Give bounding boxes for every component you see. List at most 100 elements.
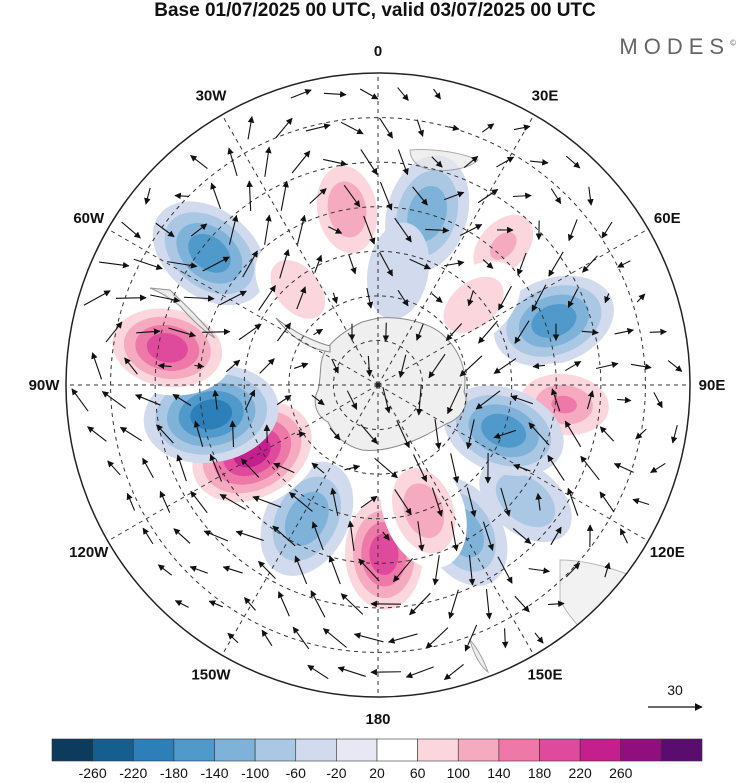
wind-arrow xyxy=(534,632,544,644)
wind-arrow xyxy=(599,426,615,442)
wind-arrow xyxy=(156,424,174,444)
wind-arrow xyxy=(83,290,111,306)
wind-arrow xyxy=(311,394,325,406)
wind-arrow xyxy=(87,426,107,442)
wind-arrow xyxy=(330,487,339,516)
wind-arrow xyxy=(307,664,329,680)
wind-arrow xyxy=(124,357,138,375)
wind-arrow xyxy=(501,628,509,649)
wind-arrow xyxy=(305,123,331,132)
wind-arrow xyxy=(528,567,550,574)
anomaly-positive-14 xyxy=(426,261,521,349)
wind-arrow xyxy=(617,260,631,268)
wind-arrow xyxy=(174,192,190,200)
longitude-label: 120E xyxy=(650,544,685,561)
wind-arrow xyxy=(322,628,347,648)
wind-arrow xyxy=(387,633,418,644)
wind-arrow xyxy=(119,426,142,442)
colorbar-swatch xyxy=(295,738,337,762)
wind-arrow xyxy=(225,359,241,373)
wind-arrow xyxy=(277,591,290,617)
wind-arrow xyxy=(447,386,461,415)
wind-arrow xyxy=(275,117,293,139)
colorbar-swatch xyxy=(457,738,500,762)
colorbar-swatch xyxy=(539,738,581,762)
wind-arrow xyxy=(415,323,424,341)
wind-arrow xyxy=(142,527,154,545)
wind-arrow xyxy=(296,430,306,438)
wind-arrow xyxy=(144,187,151,205)
wind-arrow xyxy=(194,362,205,370)
wind-arrow xyxy=(465,419,475,450)
wind-arrow xyxy=(294,555,308,585)
wind-arrow xyxy=(360,149,378,176)
wind-arrow xyxy=(513,124,531,131)
wind-arrow xyxy=(314,254,323,273)
colorbar-swatch xyxy=(51,738,93,762)
wind-arrow xyxy=(396,420,410,449)
wind-arrow xyxy=(528,422,550,446)
wind-arrow xyxy=(650,462,666,474)
wind-arrow xyxy=(448,124,460,132)
wind-arrow xyxy=(344,464,361,471)
africa-landmass xyxy=(409,149,479,171)
wind-arrow xyxy=(105,321,123,343)
wind-arrow xyxy=(444,191,465,201)
colorbar-tick-label: 260 xyxy=(609,765,633,781)
wind-arrow xyxy=(431,156,443,168)
wind-arrow xyxy=(434,419,442,450)
wind-arrow xyxy=(264,146,272,177)
wind-arrow xyxy=(157,362,172,370)
wind-arrow xyxy=(614,328,635,335)
wind-arrow xyxy=(238,323,262,341)
wind-arrow xyxy=(101,391,126,409)
anomaly-contour xyxy=(158,341,177,355)
wind-arrow xyxy=(632,498,650,506)
colorbar-swatch xyxy=(336,738,378,762)
wind-arrow xyxy=(493,358,517,374)
wind-arrow xyxy=(498,285,512,311)
wind-arrow xyxy=(296,286,307,310)
wind-arrow xyxy=(142,457,154,478)
wind-arrow xyxy=(564,420,582,448)
wind-arrow xyxy=(340,121,364,135)
anomaly-negative-17 xyxy=(367,222,430,320)
longitude-label: 150E xyxy=(527,666,562,683)
colorbar-swatch xyxy=(254,738,297,762)
wind-arrow xyxy=(347,520,355,551)
wind-arrow xyxy=(358,558,380,582)
wind-arrow xyxy=(121,221,141,239)
wind-arrow xyxy=(360,424,378,445)
wind-arrow xyxy=(174,600,189,608)
wind-arrow xyxy=(513,463,531,472)
map-boundary xyxy=(65,72,691,698)
anomaly-positive-13 xyxy=(255,243,341,336)
colorbar-swatch xyxy=(132,738,175,762)
wind-arrow xyxy=(222,565,243,574)
wind-arrow xyxy=(346,390,358,410)
wind-arrow xyxy=(405,666,434,679)
colorbar-tick-label: 100 xyxy=(447,765,471,781)
wind-arrow xyxy=(397,149,409,176)
wind-arrow xyxy=(450,521,459,552)
wind-arrow xyxy=(136,328,161,335)
wind-arrow xyxy=(587,186,594,206)
wind-arrow xyxy=(412,186,428,206)
wind-arrow xyxy=(613,463,634,473)
wind-arrow xyxy=(604,562,611,578)
longitude-label: 60E xyxy=(654,210,681,227)
wind-arrow xyxy=(409,258,431,270)
wind-arrow xyxy=(310,590,326,618)
wind-arrow xyxy=(209,453,223,482)
wind-arrow xyxy=(134,394,161,406)
colorbar-swatch xyxy=(173,738,215,762)
wind-arrow xyxy=(394,217,412,243)
wind-arrow xyxy=(150,294,181,304)
wind-arrow xyxy=(496,156,515,168)
wind-arrow xyxy=(485,589,493,620)
wind-arrow xyxy=(580,455,600,481)
wind-arrow xyxy=(252,495,282,508)
wind-arrow xyxy=(514,320,530,344)
wind-arrow xyxy=(443,663,464,681)
map-title: Base 01/07/2025 00 UTC, valid 03/07/2025… xyxy=(154,0,596,21)
